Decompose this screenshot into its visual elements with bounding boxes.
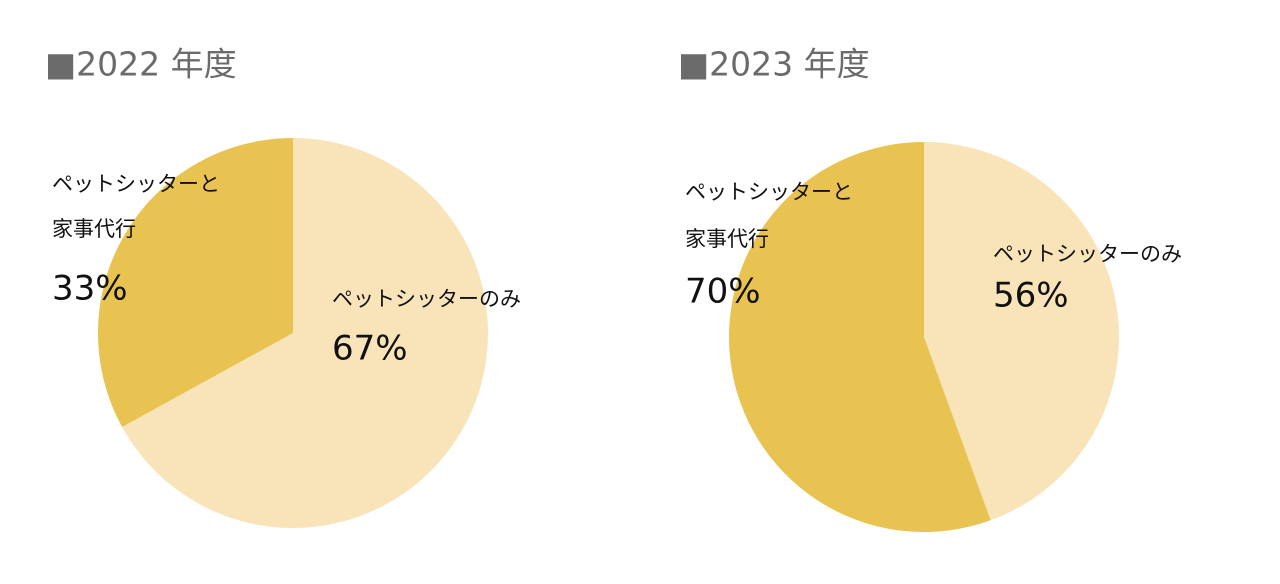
slice-label: ペットシッターのみ xyxy=(332,287,521,311)
pie-slice xyxy=(98,138,293,427)
slice-label: ペットシッターと xyxy=(685,180,853,204)
slice-label: ペットシッターと xyxy=(52,172,220,196)
value-label: 56% xyxy=(993,276,1069,316)
chart-title: ■2023 年度 xyxy=(678,45,870,84)
slice-label: ペットシッターのみ xyxy=(993,242,1182,266)
pie-slice xyxy=(122,138,488,528)
value-label: 67% xyxy=(332,329,408,369)
value-label: 33% xyxy=(52,269,128,309)
slice-label: 家事代行 xyxy=(685,227,769,251)
pie-slice xyxy=(924,142,1119,521)
slice-label: 家事代行 xyxy=(52,217,136,241)
chart-title: ■2022 年度 xyxy=(45,45,237,84)
pie-slice xyxy=(728,142,991,532)
value-label: 70% xyxy=(685,272,761,312)
